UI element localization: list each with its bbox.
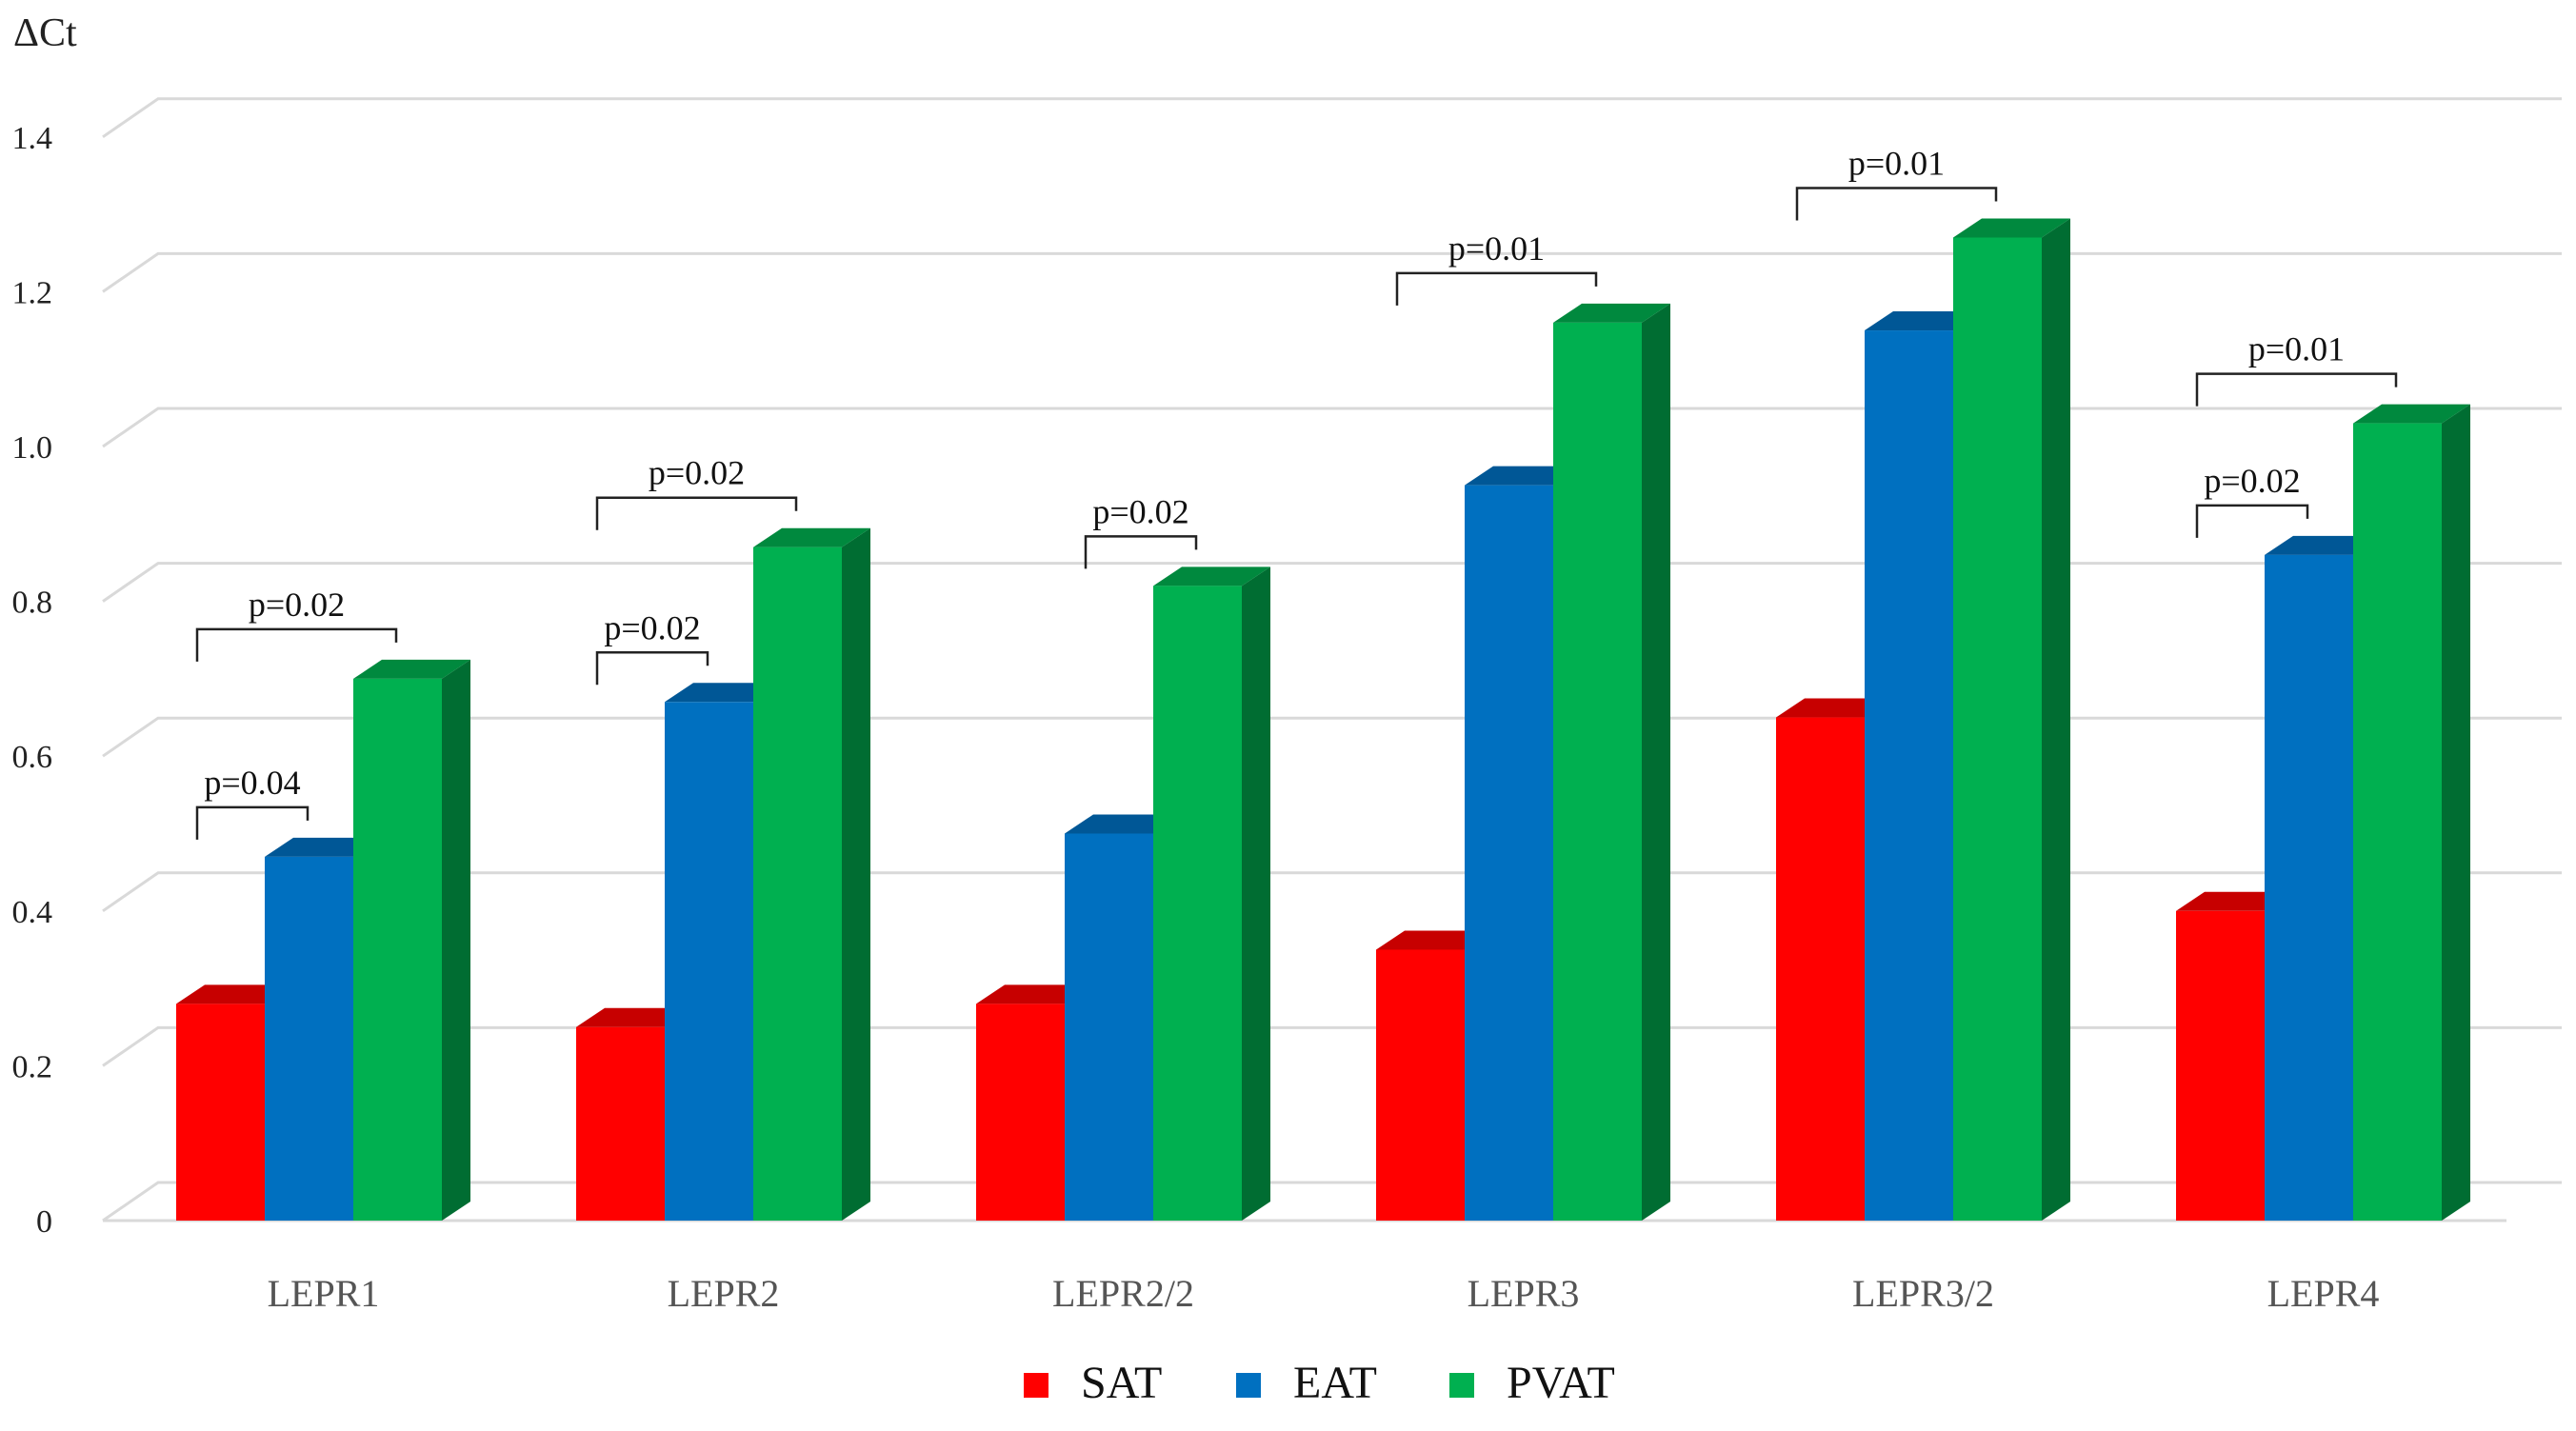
y-tick-label: 0.8 [12,586,53,621]
category-labels: LEPR1 LEPR2 LEPR2/2 LEPR3 LEPR3/2 LEPR4 [268,1272,2380,1315]
legend-label: EAT [1293,1358,1377,1408]
significance-bracket: p=0.02 [595,454,798,530]
gridline [102,562,2562,603]
gridline [102,871,2562,913]
bar-pvat-lepr3-2 [1953,218,2070,1222]
y-tick-label: 1.4 [12,121,53,156]
bar-pvat-lepr4 [2353,404,2470,1221]
bars [176,218,2470,1222]
y-tick-label: 1.0 [12,430,53,466]
y-tick-label: 0.4 [12,895,53,930]
significance-annotations: p=0.02 p=0.04 p=0.02 p=0.02 p=0.02 p=0.01 p=0.… [195,144,2398,840]
legend-item-sat: SAT [1024,1358,1162,1408]
legend-item-pvat: PVAT [1449,1358,1615,1408]
legend-label: SAT [1081,1358,1162,1408]
p-value-label: p=0.02 [1092,492,1188,530]
legend-swatch [1024,1373,1048,1398]
category-label: LEPR3 [1468,1272,1580,1315]
significance-bracket: p=0.01 [2195,330,2398,407]
significance-bracket: p=0.02 [595,608,709,686]
significance-bracket: p=0.01 [1395,229,1598,306]
category-label: LEPR2 [668,1272,780,1315]
p-value-label: p=0.04 [204,764,300,802]
gridline [102,97,2562,139]
y-axis: 0 0.2 0.4 0.6 0.8 1.0 1.2 1.4 ΔCt [12,11,78,1240]
p-value-label: p=0.02 [649,454,745,492]
legend-swatch [1449,1373,1474,1398]
bar-pvat-lepr3 [1553,303,1670,1221]
bar-pvat-lepr1 [353,659,470,1221]
category-label: LEPR4 [2267,1272,2380,1315]
p-value-label: p=0.02 [249,586,345,624]
p-value-label: p=0.02 [604,608,700,646]
significance-bracket: p=0.02 [1084,492,1198,569]
significance-bracket: p=0.02 [195,586,398,662]
legend-swatch [1236,1373,1261,1398]
category-label: LEPR2/2 [1052,1272,1194,1315]
gridline [102,251,2562,293]
y-axis-label: ΔCt [13,11,77,55]
category-label: LEPR1 [268,1272,380,1315]
legend-label: PVAT [1507,1358,1615,1408]
gridline [102,716,2562,758]
significance-bracket: p=0.04 [195,764,310,840]
gridline [102,1025,2562,1067]
gridline [102,407,2562,448]
gridlines [102,97,2562,1222]
bar-pvat-lepr2-2 [1153,566,1270,1221]
p-value-label: p=0.01 [1848,144,1945,182]
significance-bracket: p=0.01 [1795,144,1998,221]
p-value-label: p=0.02 [2204,462,2300,500]
bar-pvat-lepr2 [753,527,870,1221]
gridline [102,1181,2562,1222]
legend-item-eat: EAT [1236,1358,1377,1408]
y-tick-label: 0.6 [12,740,53,775]
p-value-label: p=0.01 [2248,330,2345,368]
significance-bracket: p=0.02 [2195,462,2309,538]
y-tick-label: 1.2 [12,275,53,310]
legend: SAT EAT PVAT [1024,1358,1615,1408]
y-tick-label: 0 [36,1204,52,1240]
p-value-label: p=0.01 [1448,229,1545,268]
y-tick-label: 0.2 [12,1049,53,1084]
category-label: LEPR3/2 [1852,1272,1994,1315]
